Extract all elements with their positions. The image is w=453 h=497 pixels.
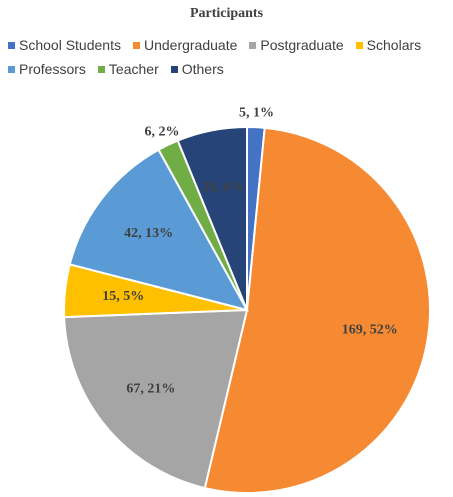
data-label: 20, 6% [202,180,244,195]
data-label: 5, 1% [239,105,274,120]
legend-label: Postgraduate [260,37,344,53]
pie-slice [203,126,431,494]
pie-slice [176,125,248,311]
legend-label: Professors [19,61,86,77]
legend-item: Others [170,61,224,77]
data-label: 169, 52% [342,323,398,338]
data-label: 67, 21% [126,381,175,396]
legend-label: Teacher [108,61,159,77]
legend-label: School Students [19,37,121,53]
legend-item: Teacher [97,61,159,77]
legend-swatch [8,41,15,49]
data-label: 6, 2% [145,124,180,139]
legend-item: School Students [8,37,121,53]
legend-item: Scholars [355,37,422,53]
data-label: 42, 13% [124,226,173,241]
legend-label: Undergraduate [143,37,238,53]
legend-item: Postgraduate [249,37,344,53]
legend-swatch [132,41,140,49]
legend-swatch [97,65,105,73]
legend-swatch [249,41,257,49]
legend-swatch [355,41,363,49]
legend-swatch [8,65,15,73]
legend-item: Professors [8,61,86,77]
data-label: 15, 5% [102,289,144,304]
legend-item: Undergraduate [132,37,238,53]
legend-label: Others [181,61,224,77]
pie-slice [68,148,249,312]
pie-slice [63,308,249,490]
legend-swatch [170,65,178,73]
chart-title: Participants [189,6,264,21]
legend: School Students Undergraduate Postgraduate… [8,37,448,77]
legend-label: Scholars [366,37,422,53]
